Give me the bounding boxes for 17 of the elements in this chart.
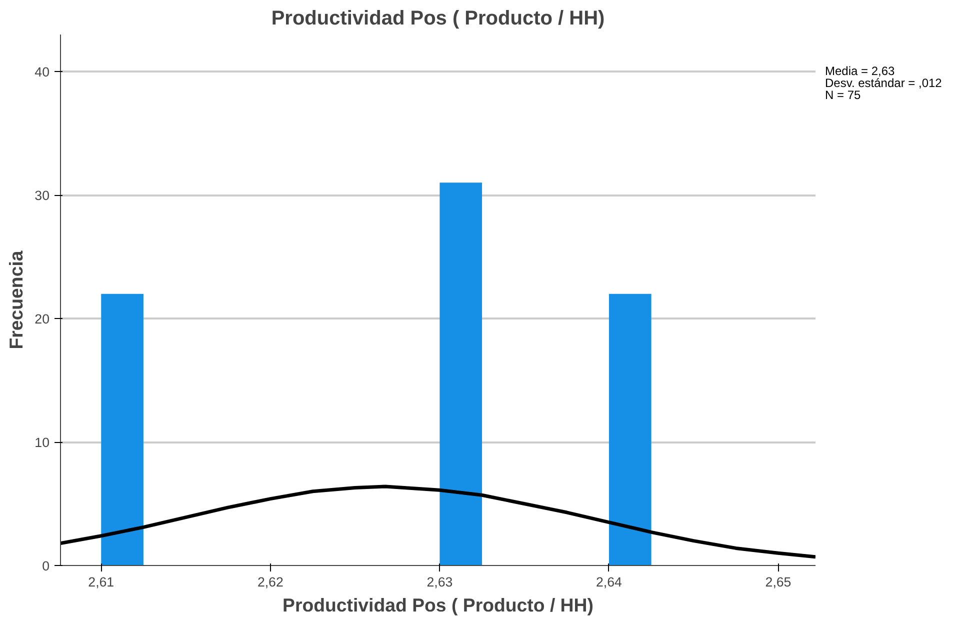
x-tick-label: 2,64	[596, 574, 623, 590]
x-tick-label: 2,61	[88, 574, 114, 590]
x-tick-label: 2,63	[426, 574, 453, 590]
y-tick-label: 0	[42, 558, 50, 574]
text: Desv. estándar = ,012	[825, 76, 942, 90]
y-tick-label: 10	[34, 435, 50, 450]
y-tick-label: 40	[34, 64, 50, 80]
x-tick-label: 2,62	[257, 574, 284, 590]
text: Media = 2,63	[825, 64, 895, 78]
x-tick-label: 2,65	[765, 574, 792, 590]
x-axis-title: Productividad Pos ( Producto / HH)	[282, 594, 594, 616]
chart-title: Productividad Pos ( Producto / HH)	[271, 8, 605, 30]
y-tick-label: 20	[34, 312, 50, 327]
y-tick-label: 30	[34, 188, 50, 204]
line-series	[60, 484, 816, 559]
y-axis-title: Frecuencia	[6, 250, 27, 350]
text: N = 75	[825, 88, 861, 102]
